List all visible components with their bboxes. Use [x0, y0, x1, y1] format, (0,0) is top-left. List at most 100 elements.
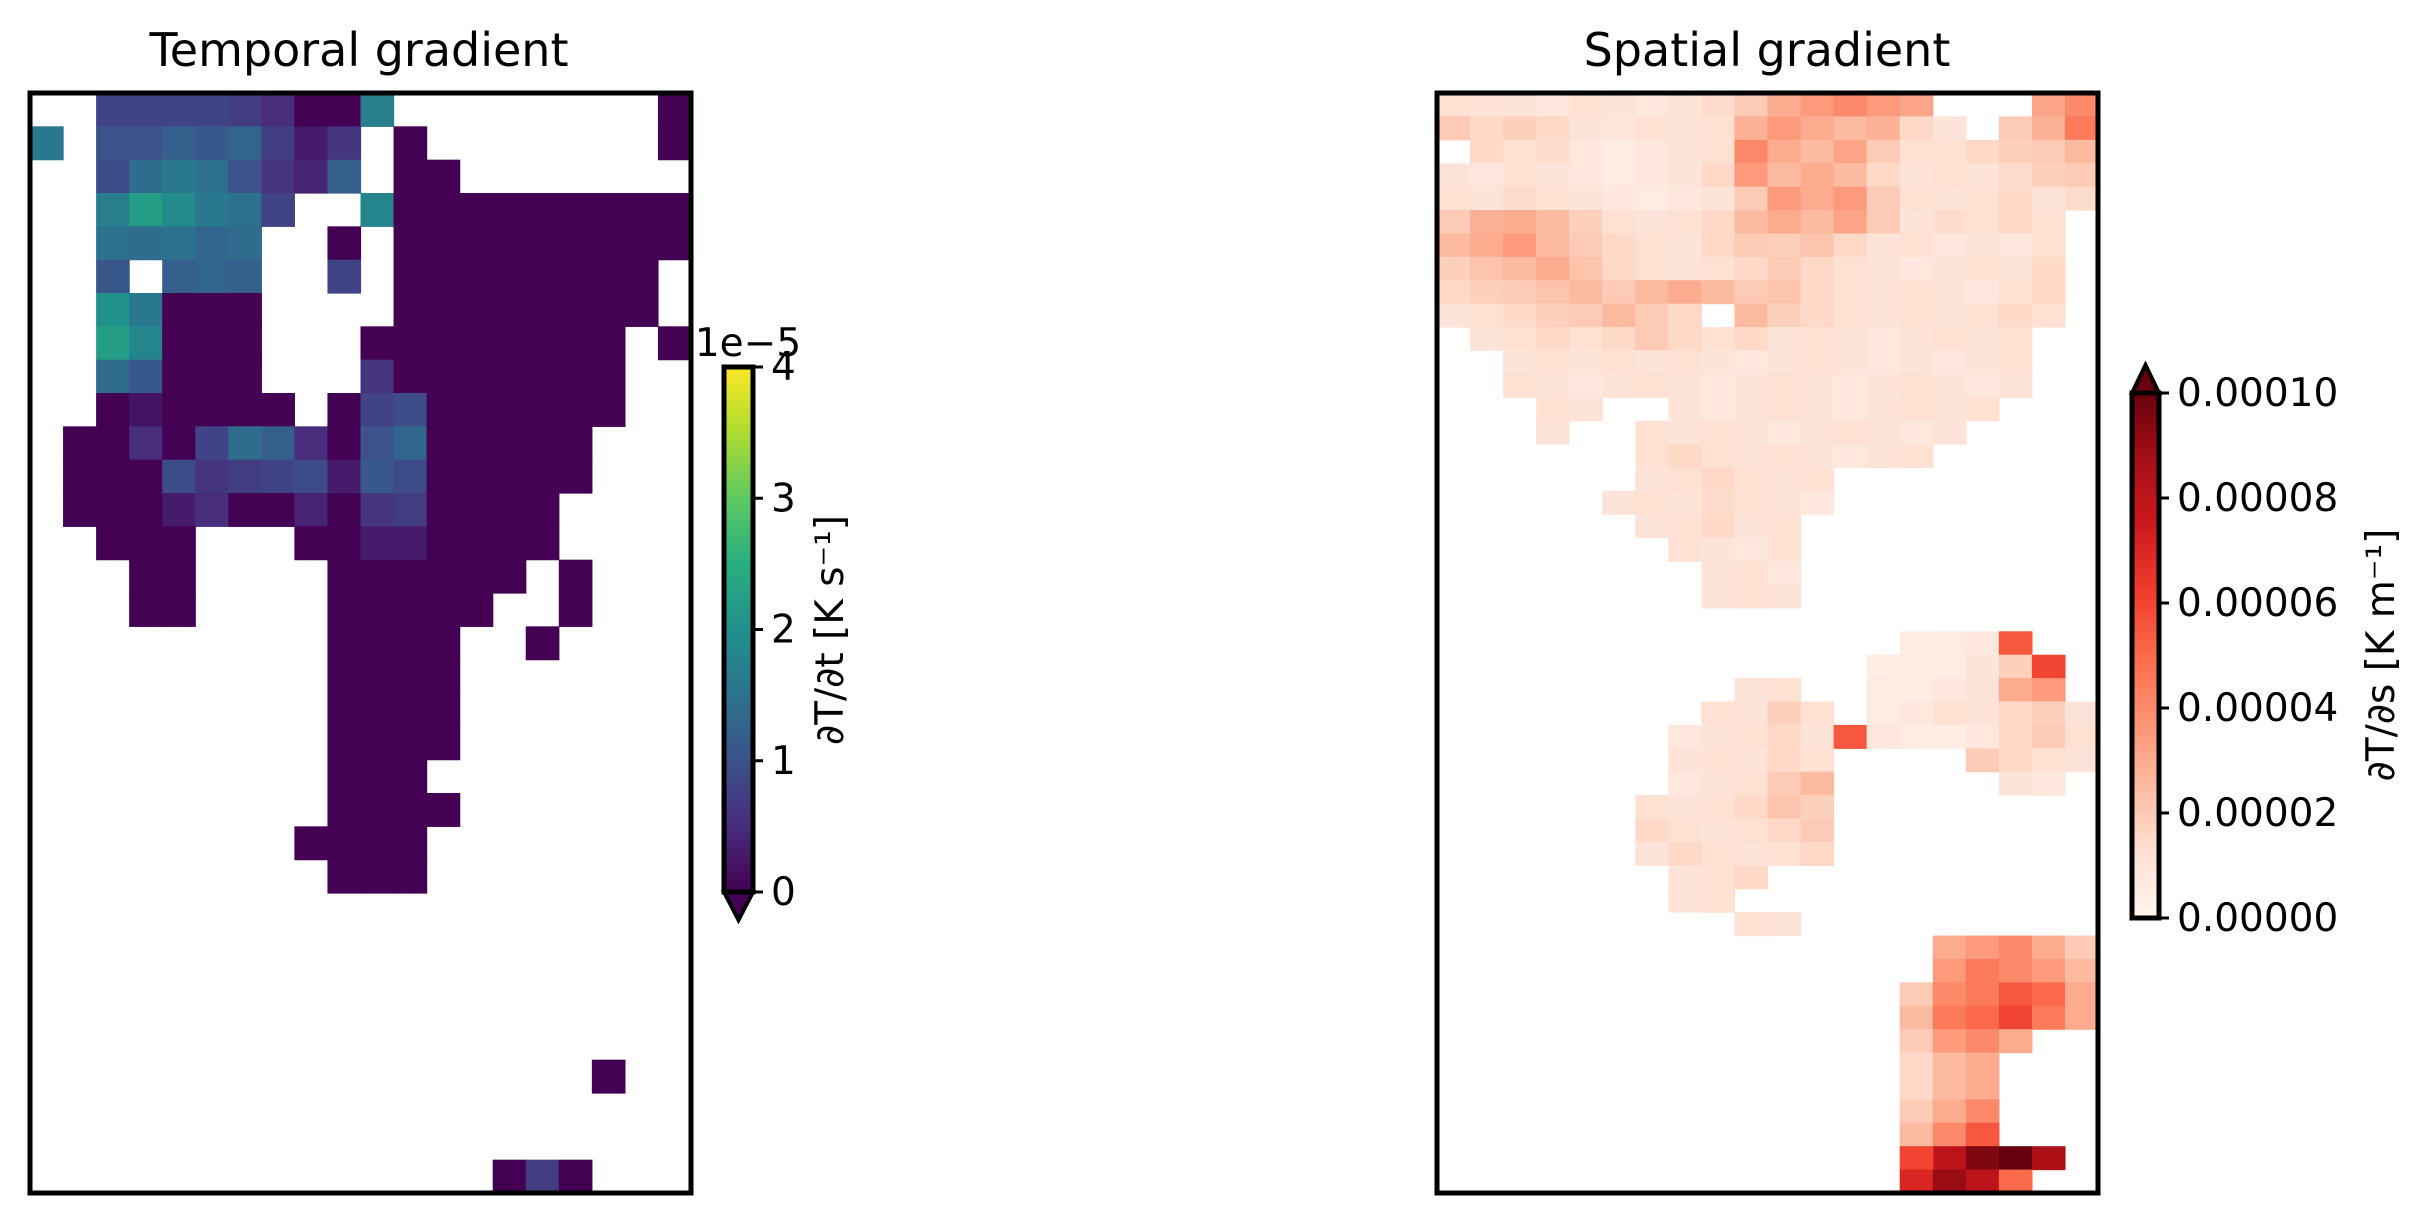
heatmap-cell — [1734, 93, 1769, 117]
heatmap-cell — [1668, 303, 1702, 328]
heatmap-cell — [162, 559, 196, 594]
heatmap-cell — [1965, 678, 2000, 703]
heatmap-cell — [1998, 186, 2033, 211]
heatmap-cell — [1767, 514, 1802, 539]
heatmap-cell — [1965, 256, 2000, 281]
heatmap-cell — [1932, 1122, 1967, 1147]
heatmap-cell — [1635, 280, 1669, 305]
heatmap-cell — [525, 293, 560, 327]
heatmap-cell — [1536, 373, 1570, 398]
heatmap-cell — [1767, 912, 1802, 937]
heatmap-cell — [525, 626, 560, 661]
heatmap-cell — [1668, 139, 1702, 164]
heatmap-cell — [1734, 116, 1769, 141]
heatmap-cell — [426, 793, 461, 827]
heatmap-cell — [2064, 982, 2099, 1007]
heatmap-cell — [393, 793, 428, 827]
heatmap-cell — [1536, 280, 1570, 305]
heatmap-cell — [2031, 678, 2066, 703]
heatmap-cell — [1668, 350, 1702, 375]
heatmap-cell — [1437, 116, 1471, 141]
heatmap-cell — [1866, 210, 1901, 235]
heatmap-cell — [1635, 490, 1669, 515]
heatmap-cell — [393, 459, 428, 494]
heatmap-cell — [96, 426, 130, 461]
heatmap-cell — [393, 493, 428, 527]
heatmap-cell — [1734, 818, 1769, 843]
heatmap-cell — [1536, 163, 1570, 188]
heatmap-cell — [162, 526, 196, 561]
heatmap-cell — [1734, 701, 1769, 726]
heatmap-cell — [129, 593, 163, 627]
heatmap-cell — [393, 659, 428, 694]
heatmap-cell — [1701, 280, 1736, 305]
heatmap-cell — [525, 259, 560, 294]
heatmap-cell — [1965, 958, 2000, 983]
heatmap-cell — [2031, 724, 2066, 749]
heatmap-cell — [96, 359, 130, 394]
heatmap-cell — [1767, 467, 1802, 492]
heatmap-cell — [1800, 841, 1835, 866]
heatmap-cell — [261, 426, 295, 461]
heatmap-cell — [162, 126, 196, 161]
heatmap-cell — [525, 526, 560, 561]
heatmap-cell — [492, 359, 527, 394]
heatmap-cell — [1998, 327, 2033, 352]
heatmap-cell — [1833, 373, 1868, 398]
heatmap-cell — [1833, 280, 1868, 305]
heatmap-cell — [195, 226, 229, 261]
heatmap-cell — [1701, 467, 1736, 492]
heatmap-cell — [1998, 1005, 2033, 1030]
heatmap-cell — [2064, 93, 2099, 117]
heatmap-cell — [525, 426, 560, 461]
heatmap-cell — [1635, 795, 1669, 820]
heatmap-cell — [1965, 701, 2000, 726]
heatmap-cell — [1734, 537, 1769, 562]
heatmap-cell — [1800, 701, 1835, 726]
heatmap-cell — [1932, 327, 1967, 352]
heatmap-cell — [1536, 139, 1570, 164]
heatmap-cell — [525, 326, 560, 361]
heatmap-cell — [1767, 841, 1802, 866]
heatmap-cell — [1569, 93, 1603, 117]
heatmap-cell — [1602, 210, 1636, 235]
heatmap-cell — [1734, 771, 1769, 796]
heatmap-cell — [1800, 350, 1835, 375]
heatmap-cell — [1701, 327, 1736, 352]
heatmap-cell — [1503, 210, 1537, 235]
heatmap-cell — [1965, 654, 2000, 679]
heatmap-cell — [360, 359, 395, 394]
heatmap-cell — [63, 493, 97, 527]
heatmap-cell — [1437, 256, 1471, 281]
heatmap-cell — [228, 226, 262, 261]
heatmap-cell — [1800, 327, 1835, 352]
heatmap-cell — [426, 626, 461, 661]
temporal-colorbar: 0 1 2 3 4 1e−5 ∂T/∂t [K s⁻¹] — [695, 321, 853, 925]
heatmap-cell — [195, 126, 229, 161]
heatmap-cell — [1437, 186, 1471, 211]
heatmap-cell — [525, 493, 560, 527]
heatmap-cell — [459, 493, 494, 527]
heatmap-cell — [492, 459, 527, 494]
heatmap-cell — [1965, 1029, 2000, 1054]
heatmap-cell — [1734, 724, 1769, 749]
heatmap-cell — [426, 293, 461, 327]
heatmap-cell — [1899, 350, 1934, 375]
heatmap-cell — [1602, 327, 1636, 352]
heatmap-cell — [1932, 935, 1967, 960]
heatmap-cell — [1800, 163, 1835, 188]
heatmap-cell — [492, 1159, 527, 1194]
heatmap-cell — [1998, 982, 2033, 1007]
heatmap-cell — [1998, 350, 2033, 375]
heatmap-cell — [1437, 280, 1471, 305]
heatmap-cell — [1701, 210, 1736, 235]
heatmap-cell — [96, 259, 130, 294]
heatmap-cell — [393, 326, 428, 361]
heatmap-cell — [459, 259, 494, 294]
heatmap-cell — [1800, 256, 1835, 281]
heatmap-cell — [1767, 420, 1802, 445]
heatmap-cell — [1800, 444, 1835, 469]
heatmap-cell — [2031, 163, 2066, 188]
heatmap-cell — [1701, 701, 1736, 726]
heatmap-cell — [1800, 233, 1835, 258]
